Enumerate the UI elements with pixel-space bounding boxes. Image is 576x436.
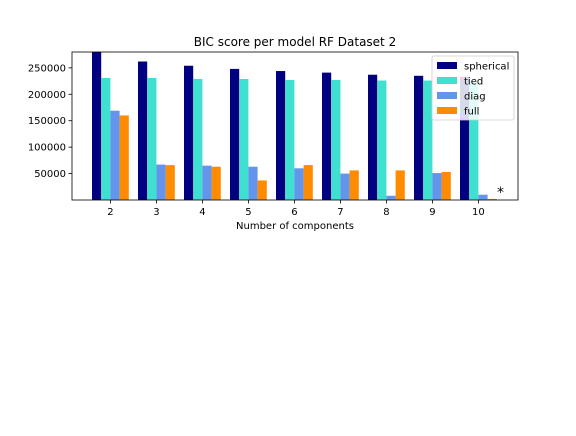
- legend-label-spherical: spherical: [464, 62, 509, 73]
- legend-swatch-tied: [437, 77, 457, 84]
- x-tick-label: 3: [153, 207, 159, 218]
- legend: spherical tied diag full: [431, 55, 515, 121]
- bar-spherical-7: [322, 72, 332, 200]
- bar-spherical-3: [138, 61, 148, 201]
- bar-tied-10: [469, 81, 479, 200]
- x-tick-label: 5: [245, 207, 251, 218]
- x-tick-label: 8: [383, 207, 389, 218]
- plot-frame: [71, 51, 519, 201]
- bar-spherical-2: [92, 52, 102, 200]
- y-tick-label: 150000: [28, 116, 66, 127]
- x-tick-label: 2: [107, 207, 113, 218]
- bar-full-4: [211, 166, 221, 200]
- bar-diag-7: [340, 173, 350, 200]
- bar-tied-9: [423, 80, 433, 200]
- legend-label-diag: diag: [464, 92, 486, 103]
- bar-spherical-9: [414, 75, 424, 200]
- legend-box: [431, 55, 515, 121]
- bar-full-2: [119, 115, 129, 200]
- bar-full-8: [395, 170, 405, 200]
- bar-tied-8: [377, 80, 387, 200]
- bar-diag-3: [156, 164, 166, 200]
- legend-swatch-diag: [437, 92, 457, 99]
- bar-full-5: [257, 180, 267, 200]
- bar-spherical-6: [276, 71, 286, 201]
- y-tick-label: 250000: [28, 63, 66, 74]
- bar-diag-6: [294, 168, 304, 200]
- x-axis-label: Number of components: [236, 221, 354, 232]
- legend-swatch-full: [437, 107, 457, 114]
- best-model-annotation: *: [497, 185, 504, 201]
- bar-diag-2: [110, 110, 120, 200]
- x-tick-label: 10: [472, 207, 485, 218]
- legend-label-full: full: [464, 107, 479, 118]
- bar-full-10: [487, 198, 497, 200]
- bar-full-3: [165, 165, 175, 200]
- y-axis: 50000 100000 150000 200000 250000: [28, 63, 72, 180]
- bar-diag-8: [386, 195, 396, 200]
- bar-full-9: [441, 171, 451, 200]
- x-tick-label: 4: [199, 207, 205, 218]
- bar-tied-4: [193, 78, 203, 200]
- x-tick-label: 6: [291, 207, 297, 218]
- legend-label-tied: tied: [464, 77, 483, 88]
- x-tick-label: 7: [337, 207, 343, 218]
- bar-tied-2: [101, 77, 111, 200]
- bar-diag-4: [202, 165, 212, 200]
- y-tick-label: 100000: [28, 143, 66, 154]
- bar-spherical-5: [230, 68, 240, 201]
- bar-diag-10: [478, 194, 488, 200]
- bar-spherical-10: [460, 76, 470, 200]
- bar-diag-5: [248, 166, 258, 200]
- chart-title: BIC score per model RF Dataset 2: [194, 35, 396, 49]
- bar-diag-9: [432, 173, 442, 200]
- y-tick-label: 200000: [28, 90, 66, 101]
- y-tick-label: 50000: [34, 169, 66, 180]
- legend-swatch-spherical: [437, 62, 457, 69]
- bar-spherical-4: [184, 65, 194, 200]
- bars-layer: [92, 52, 497, 201]
- bar-spherical-8: [368, 74, 378, 200]
- bar-tied-5: [239, 78, 249, 200]
- bar-tied-7: [331, 80, 341, 200]
- bar-full-6: [303, 165, 313, 200]
- bar-tied-3: [147, 77, 157, 200]
- x-axis: 2 3 4 5 6 7 8 9 10: [107, 200, 485, 218]
- bar-full-7: [349, 170, 359, 200]
- x-tick-label: 9: [429, 207, 435, 218]
- bar-tied-6: [285, 80, 295, 200]
